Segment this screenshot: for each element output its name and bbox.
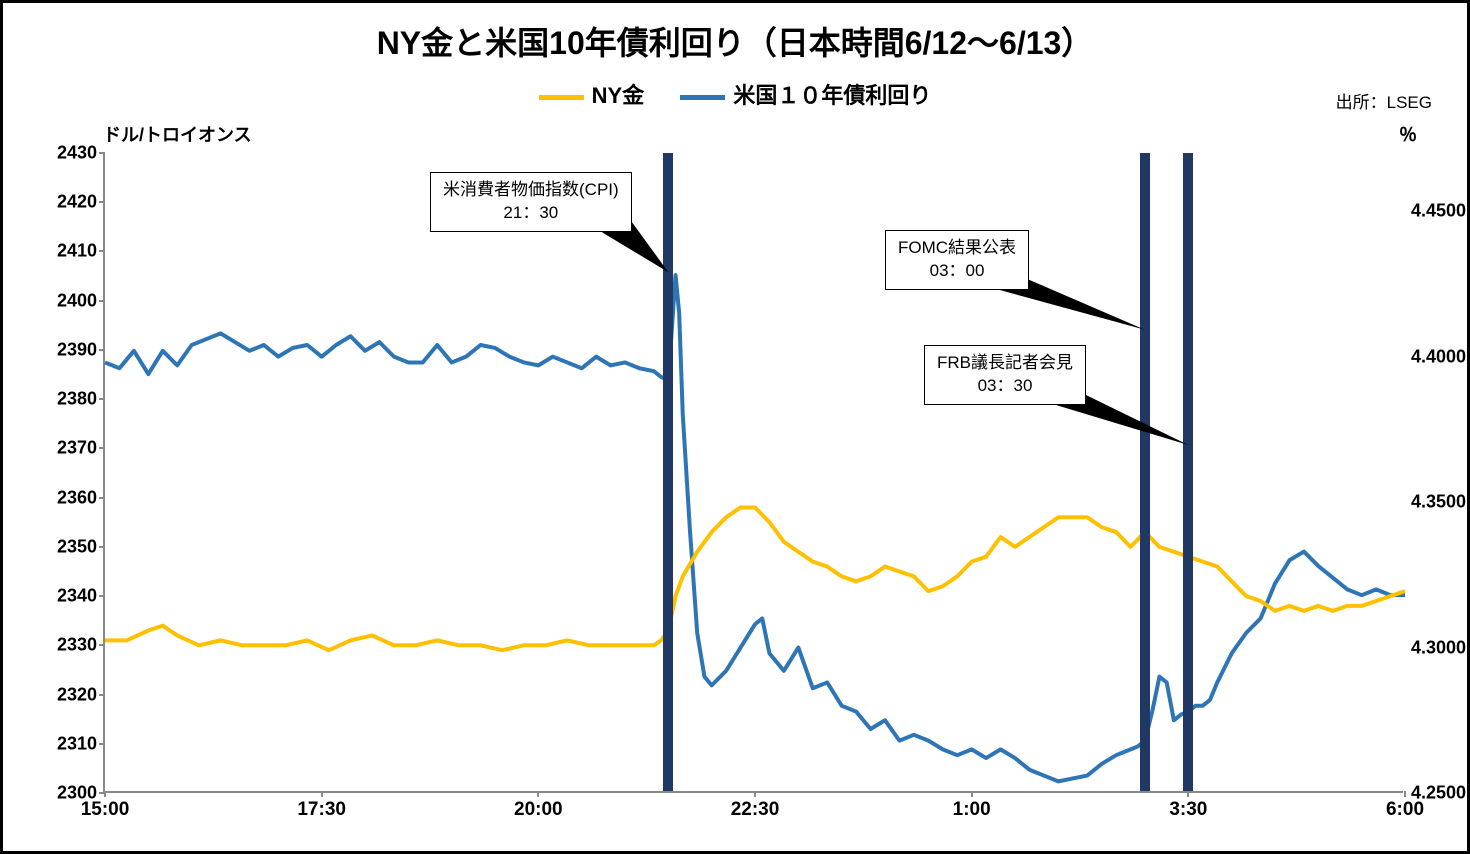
legend-item-gold: NY金 [539,78,645,110]
y1-tick: 2360 [57,487,97,508]
y1-tick: 2320 [57,684,97,705]
legend-label-gold: NY金 [592,83,645,108]
y2-axis-title: ％ [1399,121,1417,147]
chart-title: NY金と米国10年債利回り（日本時間6/12～6/13） [3,18,1467,64]
y1-tick: 2310 [57,733,97,754]
y1-tick: 2410 [57,241,97,262]
y2-tick: 4.4500 [1411,201,1466,222]
y2-tick: 4.3500 [1411,492,1466,513]
y1-tick: 2350 [57,536,97,557]
y1-tick: 2420 [57,192,97,213]
y1-tick: 2430 [57,143,97,164]
y1-tick: 2330 [57,635,97,656]
legend: NY金 米国１０年債利回り [3,78,1467,110]
y1-tick: 2390 [57,339,97,360]
event-callout: FRB議長記者会見03：30 [924,345,1086,405]
event-callout: FOMC結果公表03：00 [885,230,1029,290]
legend-swatch-yield [680,95,725,100]
x-tick: 22:30 [731,799,780,821]
y2-tick: 4.3000 [1411,637,1466,658]
y1-tick: 2400 [57,290,97,311]
event-callout: 米消費者物価指数(CPI)21：30 [430,172,632,232]
y1-tick: 2370 [57,438,97,459]
x-tick: 6:00 [1386,799,1424,821]
y1-tick: 2340 [57,586,97,607]
x-tick: 15:00 [81,799,130,821]
plot-area: 2300231023202330234023502360237023802390… [103,153,1403,793]
x-tick: 17:30 [297,799,346,821]
x-tick: 3:30 [1169,799,1207,821]
callout-arrows [105,153,1403,791]
legend-label-yield: 米国１０年債利回り [733,83,931,108]
x-tick: 20:00 [514,799,563,821]
legend-swatch-gold [539,95,584,100]
y1-tick: 2380 [57,389,97,410]
y2-tick: 4.4000 [1411,346,1466,367]
x-tick: 1:00 [953,799,991,821]
y1-axis-title: ドル/トロイオンス [103,121,252,147]
legend-item-yield: 米国１０年債利回り [680,78,931,110]
chart-frame: NY金と米国10年債利回り（日本時間6/12～6/13） 出所：LSEG NY金… [0,0,1470,854]
